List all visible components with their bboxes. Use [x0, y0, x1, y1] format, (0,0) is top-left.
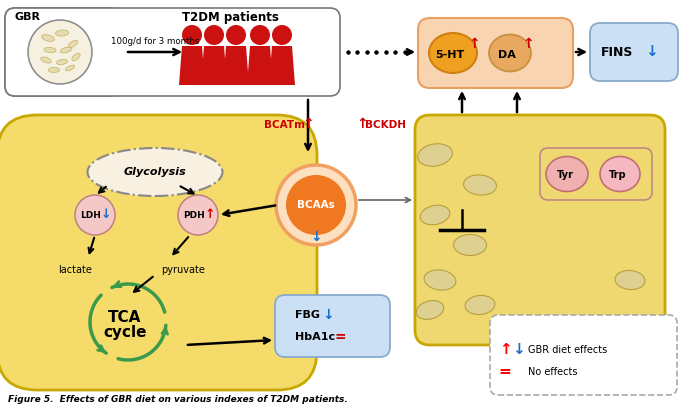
Text: ↑: ↑ [522, 37, 534, 51]
FancyBboxPatch shape [5, 8, 340, 96]
Circle shape [28, 20, 92, 84]
Text: 100g/d for 3 months: 100g/d for 3 months [111, 37, 199, 46]
Text: BCATm: BCATm [264, 120, 305, 130]
Ellipse shape [424, 270, 456, 290]
Text: GBR: GBR [15, 12, 41, 22]
Text: Figure 5.  Effects of GBR diet on various indexes of T2DM patients.: Figure 5. Effects of GBR diet on various… [8, 396, 348, 405]
Text: Amino Acid Pool: Amino Acid Pool [490, 325, 590, 335]
Ellipse shape [489, 35, 531, 72]
Ellipse shape [55, 30, 68, 36]
Polygon shape [247, 46, 273, 85]
Text: ↑: ↑ [468, 37, 479, 51]
Ellipse shape [546, 157, 588, 192]
Text: No effects: No effects [528, 367, 577, 377]
Ellipse shape [600, 157, 640, 192]
Ellipse shape [41, 57, 51, 63]
Circle shape [286, 175, 346, 235]
Circle shape [75, 195, 115, 235]
Polygon shape [201, 46, 227, 85]
Text: =: = [334, 330, 346, 344]
FancyBboxPatch shape [5, 8, 120, 96]
Text: BCKDH: BCKDH [365, 120, 406, 130]
Text: ↓: ↓ [310, 230, 322, 244]
Polygon shape [269, 46, 295, 85]
Ellipse shape [65, 65, 75, 71]
Circle shape [178, 195, 218, 235]
Polygon shape [179, 46, 205, 85]
Text: LDH: LDH [81, 212, 101, 221]
Text: =: = [499, 365, 512, 379]
FancyBboxPatch shape [275, 295, 390, 357]
Text: ↓: ↓ [322, 308, 334, 322]
Text: TCA: TCA [108, 311, 142, 326]
Ellipse shape [57, 59, 67, 65]
Text: ↓: ↓ [512, 343, 525, 357]
FancyBboxPatch shape [590, 23, 678, 81]
Text: ↓: ↓ [645, 44, 658, 59]
Text: ↓: ↓ [101, 208, 111, 221]
Ellipse shape [72, 53, 80, 61]
Ellipse shape [44, 48, 56, 53]
Text: cycle: cycle [103, 324, 147, 339]
Ellipse shape [68, 40, 77, 48]
Text: pyruvate: pyruvate [161, 265, 205, 275]
Ellipse shape [420, 205, 450, 225]
Ellipse shape [60, 47, 72, 53]
Ellipse shape [418, 144, 452, 166]
Text: Tyr: Tyr [556, 170, 573, 180]
Text: ↑: ↑ [356, 117, 368, 131]
Circle shape [272, 25, 292, 45]
FancyBboxPatch shape [0, 115, 317, 390]
Circle shape [276, 165, 356, 245]
Ellipse shape [615, 270, 645, 289]
Text: 5-HT: 5-HT [436, 50, 464, 60]
Text: FBG: FBG [295, 310, 320, 320]
Polygon shape [223, 46, 249, 85]
FancyBboxPatch shape [415, 115, 665, 345]
Text: lactate: lactate [58, 265, 92, 275]
Text: HbA1c: HbA1c [295, 332, 335, 342]
Ellipse shape [465, 295, 495, 315]
Text: FINS: FINS [601, 46, 633, 59]
Text: ↑: ↑ [302, 117, 314, 131]
Circle shape [226, 25, 246, 45]
Ellipse shape [49, 68, 60, 72]
Ellipse shape [416, 301, 444, 319]
FancyBboxPatch shape [490, 315, 677, 395]
Ellipse shape [464, 175, 497, 195]
Text: T2DM patients: T2DM patients [182, 11, 278, 24]
Text: BCAAs: BCAAs [297, 200, 335, 210]
Text: Trp: Trp [609, 170, 627, 180]
Ellipse shape [453, 234, 486, 256]
Text: GBR diet effects: GBR diet effects [528, 345, 607, 355]
Circle shape [182, 25, 202, 45]
Text: ↑: ↑ [499, 343, 512, 357]
Ellipse shape [429, 33, 477, 73]
Circle shape [204, 25, 224, 45]
Text: PDH: PDH [183, 212, 205, 221]
Text: Glycolysis: Glycolysis [123, 167, 186, 177]
Text: DA: DA [498, 50, 516, 60]
Ellipse shape [88, 148, 223, 196]
Text: ↑: ↑ [205, 208, 215, 221]
Circle shape [250, 25, 270, 45]
Ellipse shape [42, 35, 54, 42]
FancyBboxPatch shape [418, 18, 573, 88]
